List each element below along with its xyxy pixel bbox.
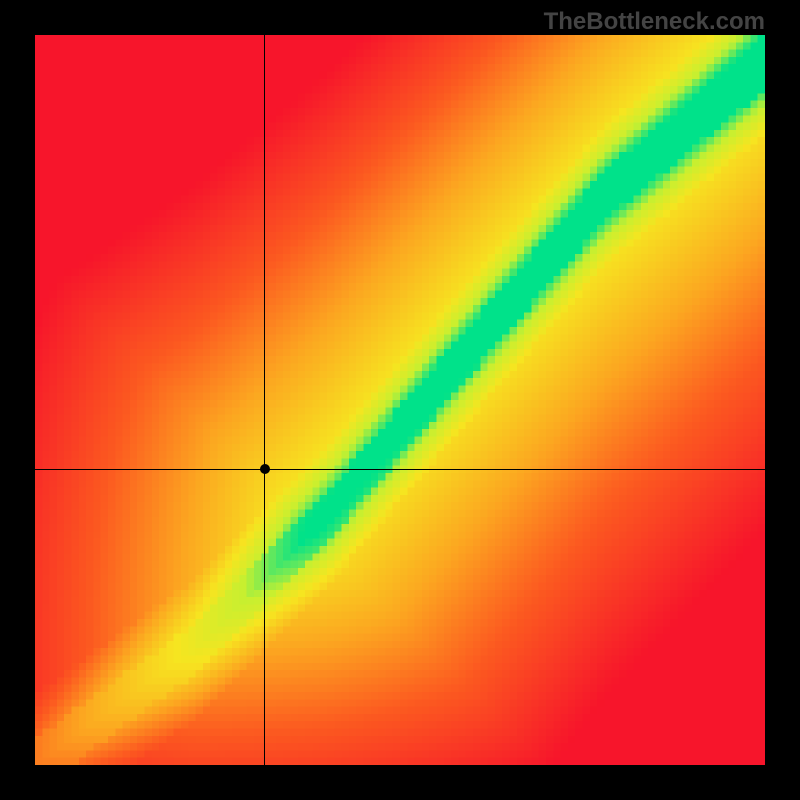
watermark-text: TheBottleneck.com bbox=[544, 8, 765, 36]
crosshair-vertical bbox=[264, 35, 265, 765]
crosshair-horizontal bbox=[35, 469, 765, 470]
chart-container: TheBottleneck.com bbox=[0, 0, 800, 800]
bottleneck-heatmap bbox=[35, 35, 765, 765]
